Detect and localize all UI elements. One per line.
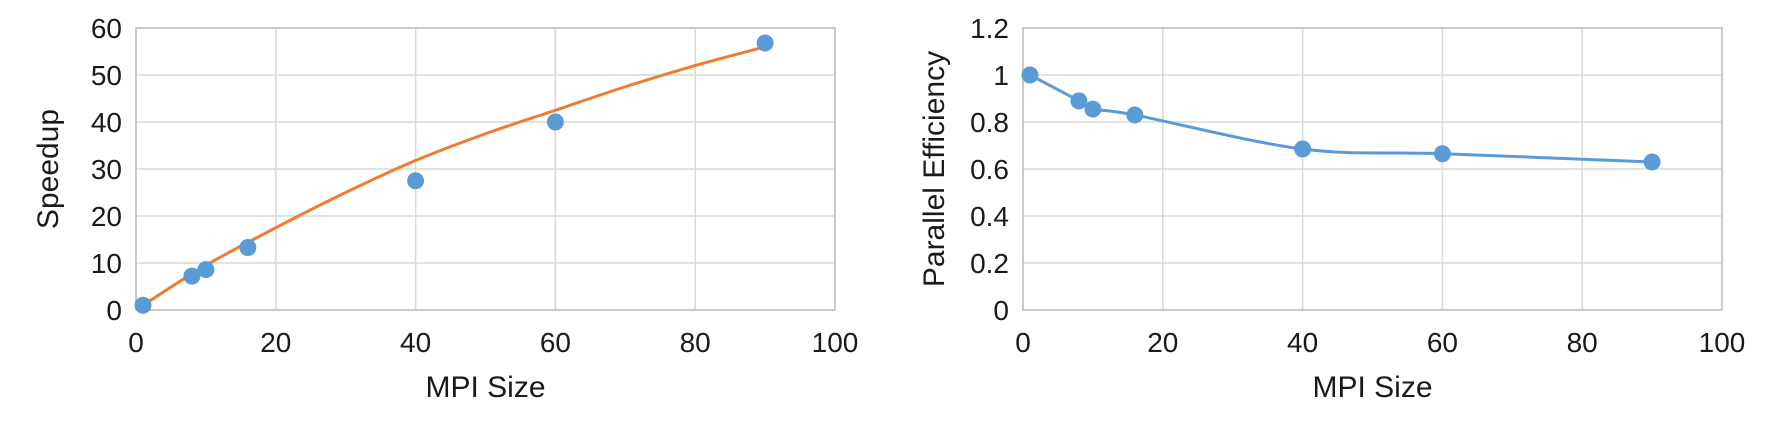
chart-1: 0 10 20 30 40 50 60 0 20 40 60 80 100 MPI Size Speedup [32, 13, 858, 404]
y-tick-label: 40 [91, 107, 122, 138]
y-tick-label: 20 [91, 201, 122, 232]
y-tick-label: 0 [993, 295, 1009, 326]
y-tick-label: 0.6 [970, 154, 1009, 185]
x-tick-label: 100 [1699, 327, 1746, 358]
y-tick-label: 1 [993, 60, 1009, 91]
series-line [1029, 73, 1653, 164]
x-tick-label: 80 [1567, 327, 1598, 358]
data-point [756, 34, 774, 52]
y-tick-label: 0.8 [970, 107, 1009, 138]
x-tick-label: 20 [1147, 327, 1178, 358]
y-tick-label: 30 [91, 154, 122, 185]
data-point [183, 267, 201, 285]
chart-2: 0 0.2 0.4 0.6 0.8 1 1.2 0 20 40 60 80 100 MPI Size Par… [918, 13, 1745, 404]
plot-area [1022, 27, 1723, 311]
x-tick-label: 0 [1015, 327, 1031, 358]
data-point [1021, 66, 1039, 84]
data-point [1294, 140, 1312, 158]
x-tick-label: 60 [540, 327, 571, 358]
y-tick-label: 0.2 [970, 248, 1009, 279]
data-point [407, 172, 425, 190]
x-tick-label: 100 [812, 327, 859, 358]
plot-area [135, 27, 836, 311]
data-point [197, 261, 215, 279]
x-axis-title: MPI Size [425, 371, 545, 404]
data-point [1070, 92, 1088, 110]
x-axis-title: MPI Size [1312, 371, 1432, 404]
data-point [134, 296, 152, 314]
data-point [1084, 100, 1102, 118]
y-axis-title: Speedup [32, 109, 65, 229]
data-point [1643, 153, 1661, 171]
y-axis-title: Parallel Efficiency [918, 51, 951, 287]
x-tick-label: 80 [680, 327, 711, 358]
y-tick-label: 50 [91, 60, 122, 91]
x-tick-label: 0 [128, 327, 144, 358]
x-tick-label: 40 [1287, 327, 1318, 358]
y-tick-label: 0.4 [970, 201, 1009, 232]
y-tick-label: 0 [106, 295, 122, 326]
x-tick-label: 40 [400, 327, 431, 358]
data-point [1433, 145, 1451, 163]
x-tick-label: 60 [1427, 327, 1458, 358]
y-tick-label: 1.2 [970, 13, 1009, 44]
data-point [546, 113, 564, 131]
y-tick-label: 60 [91, 13, 122, 44]
data-point [239, 238, 257, 256]
y-tick-label: 10 [91, 248, 122, 279]
x-tick-label: 20 [260, 327, 291, 358]
trendline [142, 45, 766, 307]
data-point [1126, 106, 1144, 124]
